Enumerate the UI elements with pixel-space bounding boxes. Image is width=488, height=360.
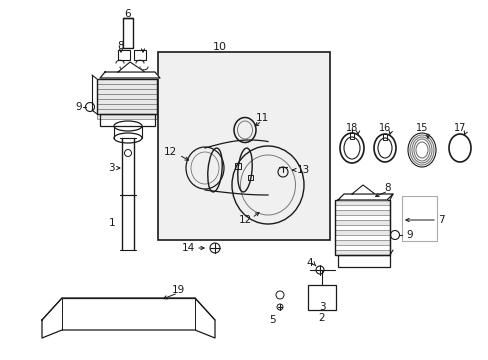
Bar bbox=[334, 245, 389, 250]
Bar bbox=[134, 50, 146, 60]
Text: 9: 9 bbox=[405, 230, 412, 240]
Bar bbox=[349, 133, 353, 139]
Text: 8: 8 bbox=[384, 183, 390, 193]
Text: 13: 13 bbox=[296, 165, 309, 175]
Text: 9: 9 bbox=[75, 102, 82, 112]
Bar bbox=[334, 215, 389, 220]
Text: 10: 10 bbox=[213, 42, 226, 52]
Bar bbox=[334, 205, 389, 210]
Bar bbox=[334, 250, 389, 255]
Text: 12: 12 bbox=[163, 147, 176, 157]
Bar bbox=[100, 114, 155, 126]
Bar bbox=[97, 79, 157, 84]
Text: 14: 14 bbox=[182, 243, 195, 253]
Bar bbox=[334, 200, 389, 255]
Bar bbox=[334, 220, 389, 225]
Text: 11: 11 bbox=[255, 113, 268, 123]
Text: 2: 2 bbox=[318, 313, 325, 323]
Bar bbox=[97, 79, 157, 114]
Polygon shape bbox=[100, 72, 160, 78]
Bar bbox=[334, 210, 389, 215]
Bar bbox=[334, 235, 389, 240]
Text: 5: 5 bbox=[268, 315, 275, 325]
Bar bbox=[97, 84, 157, 89]
Bar bbox=[97, 114, 157, 119]
Text: 12: 12 bbox=[238, 215, 251, 225]
Bar bbox=[235, 163, 241, 169]
Text: 6: 6 bbox=[124, 9, 131, 19]
Text: 3: 3 bbox=[318, 302, 325, 312]
Text: 3: 3 bbox=[108, 163, 115, 173]
Text: 15: 15 bbox=[415, 123, 427, 133]
Polygon shape bbox=[42, 298, 215, 338]
Text: 19: 19 bbox=[171, 285, 184, 295]
Bar bbox=[334, 225, 389, 230]
Bar bbox=[97, 89, 157, 94]
Bar bbox=[123, 18, 133, 48]
Bar bbox=[97, 104, 157, 109]
Bar bbox=[401, 196, 436, 241]
Text: 18: 18 bbox=[345, 123, 357, 133]
Text: 7: 7 bbox=[437, 215, 444, 225]
Bar bbox=[334, 230, 389, 235]
Bar bbox=[382, 134, 386, 140]
Bar bbox=[97, 109, 157, 114]
Text: 4: 4 bbox=[306, 258, 312, 268]
Bar bbox=[118, 50, 130, 60]
Bar bbox=[334, 240, 389, 245]
Bar bbox=[247, 175, 252, 180]
Bar bbox=[337, 255, 389, 267]
Bar bbox=[334, 200, 389, 205]
Polygon shape bbox=[337, 194, 392, 200]
Polygon shape bbox=[351, 185, 374, 194]
Text: 1: 1 bbox=[108, 218, 115, 228]
Text: 17: 17 bbox=[453, 123, 465, 133]
Text: 8: 8 bbox=[118, 41, 124, 51]
Polygon shape bbox=[118, 62, 145, 72]
Bar bbox=[97, 99, 157, 104]
Text: 16: 16 bbox=[378, 123, 390, 133]
Bar bbox=[97, 94, 157, 99]
Bar bbox=[158, 52, 329, 240]
Bar bbox=[307, 285, 335, 310]
